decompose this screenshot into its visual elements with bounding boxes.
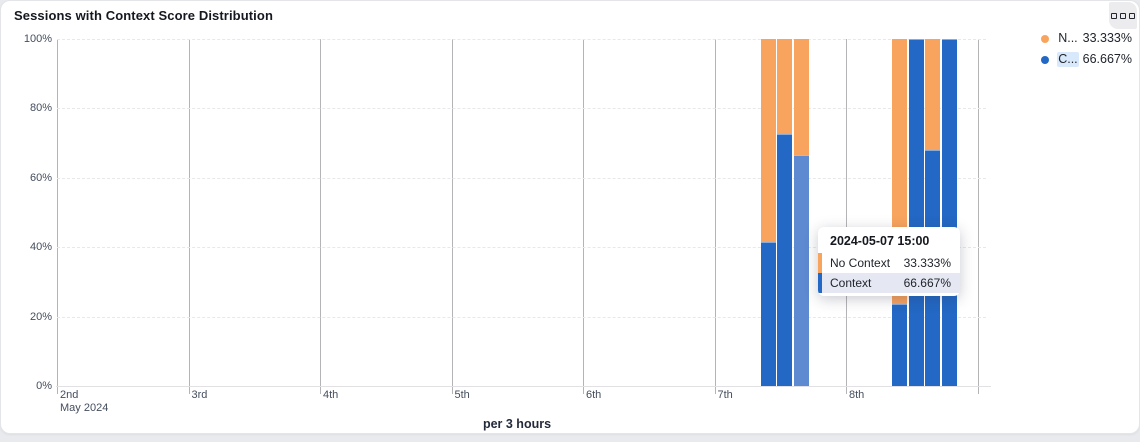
- legend-item-context[interactable]: C... 66.667%: [1041, 52, 1132, 67]
- x-axis-tick-label: 7th: [717, 389, 733, 401]
- x-axis-month-label: May 2024: [60, 402, 109, 414]
- y-axis-tick-label: 60%: [29, 171, 52, 184]
- day-gridline: [583, 39, 584, 394]
- bar-segment-no-context[interactable]: [760, 39, 776, 242]
- x-axis-tick-label: 3rd: [191, 389, 208, 401]
- tooltip-row-context: Context 66.667%: [818, 273, 960, 293]
- panel-title: Sessions with Context Score Distribution: [14, 8, 273, 23]
- x-axis-line: [56, 386, 991, 387]
- percent-gridline: [57, 177, 986, 179]
- day-gridline: [846, 39, 847, 394]
- y-axis-tick-label: 0%: [36, 380, 52, 392]
- day-gridline: [320, 39, 321, 394]
- bar-segment-no-context[interactable]: [793, 39, 809, 155]
- y-axis-tick-label: 20%: [29, 310, 52, 323]
- x-axis-tick-label: 2nd May 2024: [60, 389, 109, 414]
- day-gridline: [57, 39, 58, 394]
- x-axis-title: per 3 hours: [482, 417, 552, 431]
- tooltip-series-value: 66.667%: [903, 276, 951, 290]
- day-gridline: [977, 39, 979, 394]
- x-axis-tick-label: 4th: [323, 389, 339, 401]
- tooltip-series-name: No Context: [830, 256, 891, 270]
- percent-gridline: [57, 247, 986, 249]
- tooltip-series-value: 33.333%: [903, 256, 951, 270]
- legend-label: C...: [1057, 52, 1079, 67]
- legend-value: 66.667%: [1082, 52, 1132, 66]
- legend: N... 33.333% C... 66.667%: [1041, 31, 1132, 67]
- percent-gridline: [57, 316, 986, 318]
- y-axis-tick-label: 40%: [29, 241, 52, 254]
- bar-segment-context[interactable]: [760, 241, 776, 386]
- tooltip-series-name: Context: [830, 276, 872, 290]
- percent-gridline: [57, 108, 986, 110]
- tooltip-header: 2024-05-07 15:00: [830, 234, 930, 248]
- box-icon: [1129, 12, 1135, 19]
- chart-tooltip: 2024-05-07 15:00 No Context 33.333% Cont…: [818, 227, 960, 296]
- legend-dot-icon: [1041, 34, 1050, 43]
- y-axis-tick-label: 80%: [29, 102, 52, 115]
- tooltip-row-no-context: No Context 33.333%: [818, 253, 960, 273]
- bar-segment-no-context[interactable]: [925, 39, 941, 151]
- bar-segment-no-context[interactable]: [777, 39, 793, 135]
- legend-value: 33.333%: [1082, 31, 1132, 45]
- percent-gridline: [57, 39, 986, 40]
- x-axis-tick-label: 6th: [586, 389, 602, 401]
- bar-segment-context[interactable]: [777, 134, 793, 386]
- box-icon: [1111, 12, 1117, 19]
- legend-label: N...: [1058, 31, 1078, 45]
- y-axis-tick-label: 100%: [23, 33, 52, 45]
- bar-segment-context[interactable]: [941, 39, 957, 386]
- x-axis-tick-label: 5th: [454, 389, 470, 401]
- options-button[interactable]: [1109, 2, 1137, 29]
- day-gridline: [714, 39, 716, 394]
- bar-segment-context[interactable]: [793, 154, 809, 386]
- bar-segment-context[interactable]: [892, 304, 908, 386]
- x-axis-tick-label: 8th: [849, 389, 865, 401]
- legend-item-no-context[interactable]: N... 33.333%: [1041, 31, 1132, 46]
- legend-dot-icon: [1041, 55, 1050, 64]
- box-icon: [1120, 12, 1126, 19]
- day-gridline: [188, 39, 190, 394]
- day-gridline: [451, 39, 453, 394]
- bar-segment-context[interactable]: [908, 39, 924, 386]
